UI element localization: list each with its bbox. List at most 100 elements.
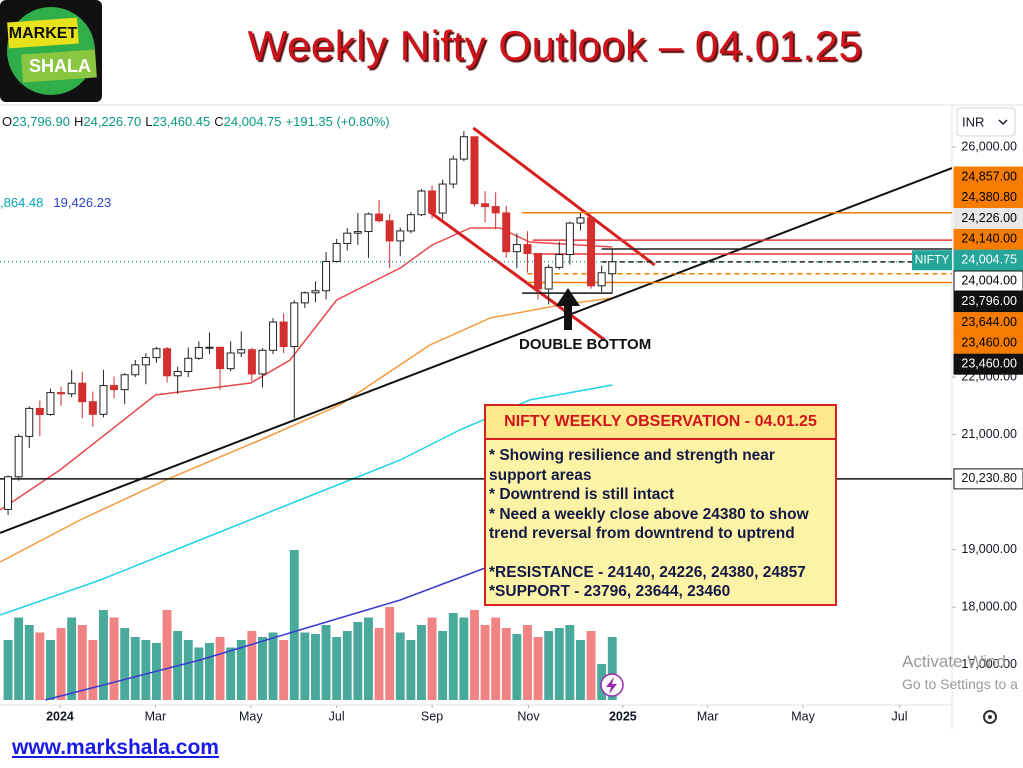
volume-bar bbox=[99, 610, 108, 700]
volume-bar bbox=[77, 625, 87, 700]
ma-value: 19,426.23 bbox=[53, 195, 112, 210]
trendline bbox=[429, 210, 606, 342]
volume-bar bbox=[109, 617, 119, 700]
volume-bar bbox=[501, 628, 511, 700]
volume-bar bbox=[417, 625, 426, 700]
volume-bar bbox=[14, 617, 24, 700]
volume-layer bbox=[3, 550, 617, 700]
candle-body bbox=[4, 476, 13, 510]
settings-icon[interactable] bbox=[983, 710, 997, 724]
ma-legend: ,864.48 19,426.23 bbox=[0, 195, 121, 210]
volume-bar bbox=[364, 617, 373, 700]
trendline bbox=[472, 126, 656, 267]
candle-body bbox=[502, 212, 511, 253]
volume-bar bbox=[565, 625, 575, 700]
logo-top: MARKET bbox=[9, 25, 78, 42]
observation-line: trend reversal from downtrend to uptrend bbox=[489, 525, 795, 542]
volume-bar bbox=[289, 550, 299, 700]
candle-body bbox=[141, 357, 150, 366]
candle-body bbox=[290, 302, 299, 348]
website-link[interactable]: www.markshala.com bbox=[12, 736, 219, 759]
candle-body bbox=[205, 346, 214, 349]
candle-body bbox=[269, 321, 278, 351]
volume-bar bbox=[544, 631, 554, 700]
y-tick-label: 26,000.00 bbox=[961, 139, 1017, 153]
price-label: 23,644.00 bbox=[961, 315, 1017, 329]
price-label-box bbox=[953, 249, 1023, 271]
ohlc-key: H bbox=[73, 114, 84, 129]
candle-body bbox=[576, 217, 585, 224]
candle-body bbox=[597, 272, 606, 287]
candle-body bbox=[279, 321, 288, 348]
candle-body bbox=[247, 349, 256, 375]
volume-bar bbox=[406, 640, 416, 700]
volume-bar bbox=[130, 637, 140, 700]
x-tick-label: Mar bbox=[145, 709, 167, 723]
volume-bar bbox=[576, 640, 585, 700]
currency: INR bbox=[962, 114, 984, 129]
y-tick-label: 18,000.00 bbox=[961, 600, 1017, 614]
volume-bar bbox=[321, 625, 331, 700]
candle-body bbox=[565, 222, 574, 256]
candle-body bbox=[184, 357, 193, 373]
candles-layer bbox=[4, 131, 617, 516]
axis-layer: 26,000.0022,000.0021,000.0019,000.0018,0… bbox=[46, 139, 1023, 723]
price-label-box bbox=[953, 228, 1023, 250]
x-tick-label: 2025 bbox=[609, 709, 637, 723]
volume-bar bbox=[470, 610, 479, 700]
candle-body bbox=[14, 435, 23, 478]
volume-bar bbox=[120, 628, 130, 700]
observation-levels: *RESISTANCE - 24140, 24226, 24380, 24857… bbox=[489, 563, 835, 602]
volume-bar bbox=[459, 617, 469, 700]
candle-body bbox=[364, 213, 373, 233]
candle-body bbox=[152, 348, 161, 359]
ohlc-value: 24,226.70 bbox=[83, 114, 142, 129]
volume-bar bbox=[226, 647, 236, 700]
level-label-box bbox=[953, 468, 1023, 490]
x-tick-label: Nov bbox=[517, 709, 540, 723]
level-label: 20,230.80 bbox=[961, 471, 1017, 485]
candle-body bbox=[534, 253, 543, 290]
volume-bar bbox=[300, 632, 310, 700]
x-tick-label: 2024 bbox=[46, 709, 74, 723]
ohlc-key: C bbox=[214, 114, 224, 129]
volume-bar bbox=[607, 637, 617, 700]
ohlc-legend: O23,796.90 H24,226.70 L23,460.45 C24,004.75… bbox=[2, 114, 394, 129]
candle-body bbox=[555, 254, 564, 268]
volume-bar bbox=[586, 631, 596, 700]
candle-body bbox=[428, 190, 437, 214]
volume-bar bbox=[395, 632, 405, 700]
volume-bar bbox=[24, 625, 34, 700]
currency-box: INR bbox=[956, 107, 1016, 137]
lightning-icon[interactable] bbox=[600, 673, 624, 697]
volume-bar bbox=[3, 640, 13, 700]
observation-box: NIFTY WEEKLY OBSERVATION - 04.01.25 * Sh… bbox=[484, 404, 837, 606]
volume-bar bbox=[205, 643, 214, 700]
volume-bar bbox=[448, 613, 458, 700]
volume-bar bbox=[279, 640, 289, 700]
candle-body bbox=[120, 374, 129, 391]
volume-bar bbox=[162, 610, 172, 700]
candle-body bbox=[332, 242, 341, 262]
candle-body bbox=[173, 371, 182, 377]
volume-bar bbox=[332, 637, 342, 700]
observation-title: NIFTY WEEKLY OBSERVATION - 04.01.25 bbox=[486, 406, 835, 440]
candle-body bbox=[343, 232, 352, 244]
x-tick-label: Jul bbox=[329, 709, 345, 723]
x-tick-label: May bbox=[791, 709, 815, 723]
candle-body bbox=[396, 230, 405, 242]
candle-body bbox=[353, 231, 362, 234]
volume-bar bbox=[194, 647, 204, 700]
candle-body bbox=[67, 382, 76, 395]
candle-body bbox=[110, 385, 119, 391]
price-label-box bbox=[953, 312, 1023, 334]
logo-bottom: SHALA bbox=[29, 56, 91, 76]
price-label-box bbox=[953, 291, 1023, 313]
candle-body bbox=[322, 260, 331, 292]
volume-bar bbox=[67, 617, 77, 700]
candle-body bbox=[226, 352, 235, 370]
watermark-line: Activate Wind bbox=[902, 652, 1006, 671]
ohlc-key: O bbox=[2, 114, 13, 129]
candle-body bbox=[459, 136, 468, 160]
